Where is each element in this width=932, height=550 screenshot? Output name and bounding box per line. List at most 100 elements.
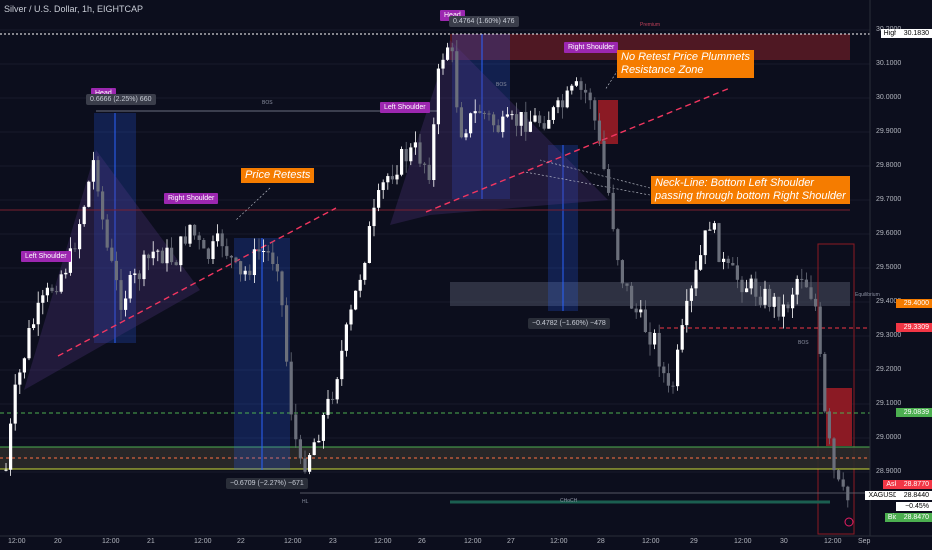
candle-body: [271, 252, 275, 265]
change-tag: −0.45%: [896, 502, 932, 511]
tag-29-3309: 29.3309: [896, 323, 932, 332]
hs-pattern-left[interactable]: [24, 150, 200, 390]
measure-label-2[interactable]: 0.4764 (1.60%) 476: [449, 16, 519, 27]
candle-body: [119, 280, 123, 310]
candle-body: [59, 274, 63, 292]
candle-body: [791, 294, 795, 309]
candle-body: [689, 288, 693, 301]
candle-body: [662, 366, 666, 374]
candle-body: [648, 332, 652, 345]
time-axis-label: 12:00: [464, 538, 482, 545]
candle-body: [827, 411, 831, 439]
no-retest-note[interactable]: No Retest Price Plummets Resistance Zone: [617, 50, 754, 78]
candle-body: [602, 140, 606, 170]
premium-label: Premium: [640, 22, 661, 28]
candle-body: [666, 373, 670, 386]
candle-body: [446, 47, 450, 60]
price-axis-bg: [870, 0, 932, 550]
candle-body: [372, 207, 376, 227]
ask-value: 28.8770: [896, 480, 932, 489]
candle-body: [110, 247, 114, 261]
price-axis-label: 29.9000: [876, 128, 902, 135]
time-axis-label: 30: [780, 538, 788, 545]
candle-body: [216, 233, 220, 242]
candle-body: [32, 324, 36, 329]
candle-body: [312, 442, 316, 456]
symbol-tag: XAGUSD: [865, 491, 901, 500]
candle-body: [160, 250, 164, 264]
candle-body: [151, 251, 155, 259]
left-shoulder-label-2[interactable]: Left Shoulder: [380, 102, 430, 113]
candle-body: [441, 59, 445, 69]
hs-pattern-right[interactable]: [390, 40, 608, 225]
head-label-left[interactable]: Head: [91, 88, 116, 99]
left-shoulder-label-1[interactable]: Left Shoulder: [21, 251, 71, 262]
candle-body: [142, 254, 146, 280]
candle-body: [814, 298, 818, 307]
candle-body: [570, 85, 574, 91]
candle-body: [55, 291, 59, 293]
price-retests-note[interactable]: Price Retests: [241, 168, 315, 183]
candle-body: [427, 164, 431, 181]
measure-label-3[interactable]: −0.6709 (−2.27%) −671: [226, 478, 308, 489]
tag-29-4000: 29.4000: [896, 299, 932, 308]
candle-body: [124, 298, 128, 310]
candle-body: [478, 111, 482, 113]
candle-body: [542, 123, 546, 129]
candle-body: [128, 274, 132, 299]
head-label-right[interactable]: Head: [440, 10, 465, 21]
bos-label-3: BOS: [798, 340, 809, 346]
candle-body: [4, 469, 8, 471]
candle-body: [685, 300, 689, 326]
last-price-tag: 28.8440: [896, 491, 932, 500]
candle-body: [643, 309, 647, 333]
time-axis-label: 26: [418, 538, 426, 545]
candle-body: [423, 163, 427, 165]
candle-body: [510, 114, 514, 116]
candle-body: [179, 236, 183, 266]
candle-body: [9, 423, 13, 470]
candle-body: [717, 223, 721, 262]
equilibrium-zone[interactable]: [450, 282, 850, 306]
candle-body: [377, 190, 381, 208]
candle-body: [234, 257, 238, 262]
candle-body: [492, 114, 496, 126]
alert-marker[interactable]: [844, 517, 854, 527]
late-drop-box[interactable]: [817, 243, 855, 535]
pointer-line-2: [524, 171, 651, 196]
candle-body: [846, 486, 850, 501]
candle-body: [800, 278, 804, 280]
right-shoulder-label-2[interactable]: Right Shoulder: [564, 42, 619, 53]
pointer-line-1: [539, 159, 651, 189]
candle-body: [588, 92, 592, 101]
neckline-2[interactable]: [425, 87, 731, 213]
candle-body: [519, 112, 523, 126]
candle-body: [533, 115, 537, 122]
time-axis-label: 12:00: [374, 538, 392, 545]
time-axis-label: 12:00: [8, 538, 26, 545]
candle-body: [193, 224, 197, 236]
price-axis-label: 29.8000: [876, 162, 902, 169]
price-axis-label: 29.2000: [876, 366, 902, 373]
candle-body: [505, 114, 509, 117]
candle-body: [101, 191, 105, 220]
measure-label-1[interactable]: 0.6666 (2.25%) 660: [86, 94, 156, 105]
neckline-note[interactable]: Neck-Line: Bottom Left Shoulder passing …: [651, 176, 850, 204]
candle-body: [731, 262, 735, 266]
time-axis[interactable]: 12:00 20 12:00 21 12:00 22 12:00 23 12:00 26 12:00…: [0, 536, 932, 550]
candle-body: [22, 358, 26, 373]
price-axis-label: 29.0000: [876, 434, 902, 441]
time-axis-label: Sep: [858, 538, 871, 545]
candle-body: [50, 287, 54, 292]
right-shoulder-label-1[interactable]: Right Shoulder: [164, 193, 219, 204]
candle-body: [795, 278, 799, 295]
tag-29-0839: 29.0839: [896, 408, 932, 417]
measure-label-4[interactable]: −0.4782 (−1.60%) −478: [528, 318, 610, 329]
candle-body: [455, 51, 459, 108]
neckline-1[interactable]: [57, 207, 337, 357]
candle-body: [18, 372, 22, 385]
resistance-block[interactable]: [598, 100, 618, 144]
candle-body: [41, 295, 45, 303]
candle-body: [395, 174, 399, 180]
